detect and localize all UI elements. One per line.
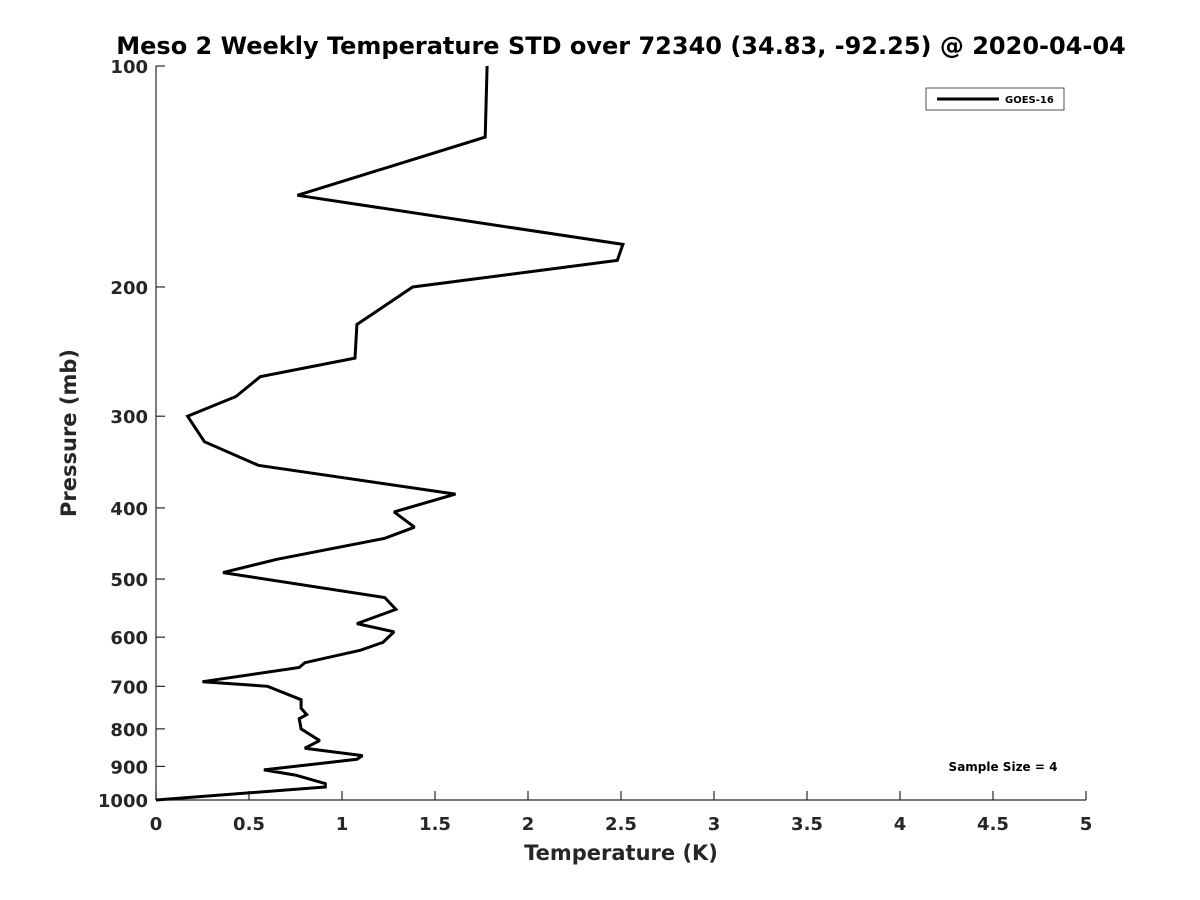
y-tick-label: 1000	[98, 791, 148, 812]
x-tick-label: 0	[150, 814, 163, 835]
y-tick-label: 500	[110, 570, 148, 591]
chart-title: Meso 2 Weekly Temperature STD over 72340…	[116, 32, 1126, 60]
x-tick-label: 4	[894, 814, 907, 835]
x-tick-label: 0.5	[233, 814, 265, 835]
legend: GOES-16	[925, 87, 1065, 111]
x-tick-label: 1	[336, 814, 349, 835]
sample-size-annotation: Sample Size = 4	[949, 760, 1058, 774]
x-tick-label: 3.5	[791, 814, 823, 835]
y-ticks: 100 200 300 400 500 600 700 800 900 1000	[98, 57, 165, 812]
x-tick-label: 3	[708, 814, 721, 835]
y-tick-label: 800	[110, 720, 148, 741]
y-axis-label: Pressure (mb)	[57, 349, 81, 517]
y-tick-label: 700	[110, 677, 148, 698]
x-tick-label: 4.5	[977, 814, 1009, 835]
x-tick-label: 1.5	[419, 814, 451, 835]
x-tick-label: 5	[1080, 814, 1093, 835]
series-layer	[155, 65, 625, 802]
y-tick-label: 400	[110, 499, 148, 520]
y-tick-label: 600	[110, 628, 148, 649]
x-axis-label: Temperature (K)	[524, 841, 718, 865]
y-tick-label: 200	[110, 278, 148, 299]
legend-label-goes-16: GOES-16	[1005, 95, 1054, 106]
series-line-goes-16	[155, 65, 625, 802]
x-tick-label: 2.5	[605, 814, 637, 835]
x-tick-label: 2	[522, 814, 535, 835]
x-ticks: 0 0.5 1 1.5 2 2.5 3 3.5 4 4.5 5	[150, 791, 1093, 835]
y-tick-label: 900	[110, 757, 148, 778]
axes	[155, 66, 1086, 801]
y-tick-label: 100	[110, 57, 148, 78]
y-tick-label: 300	[110, 407, 148, 428]
